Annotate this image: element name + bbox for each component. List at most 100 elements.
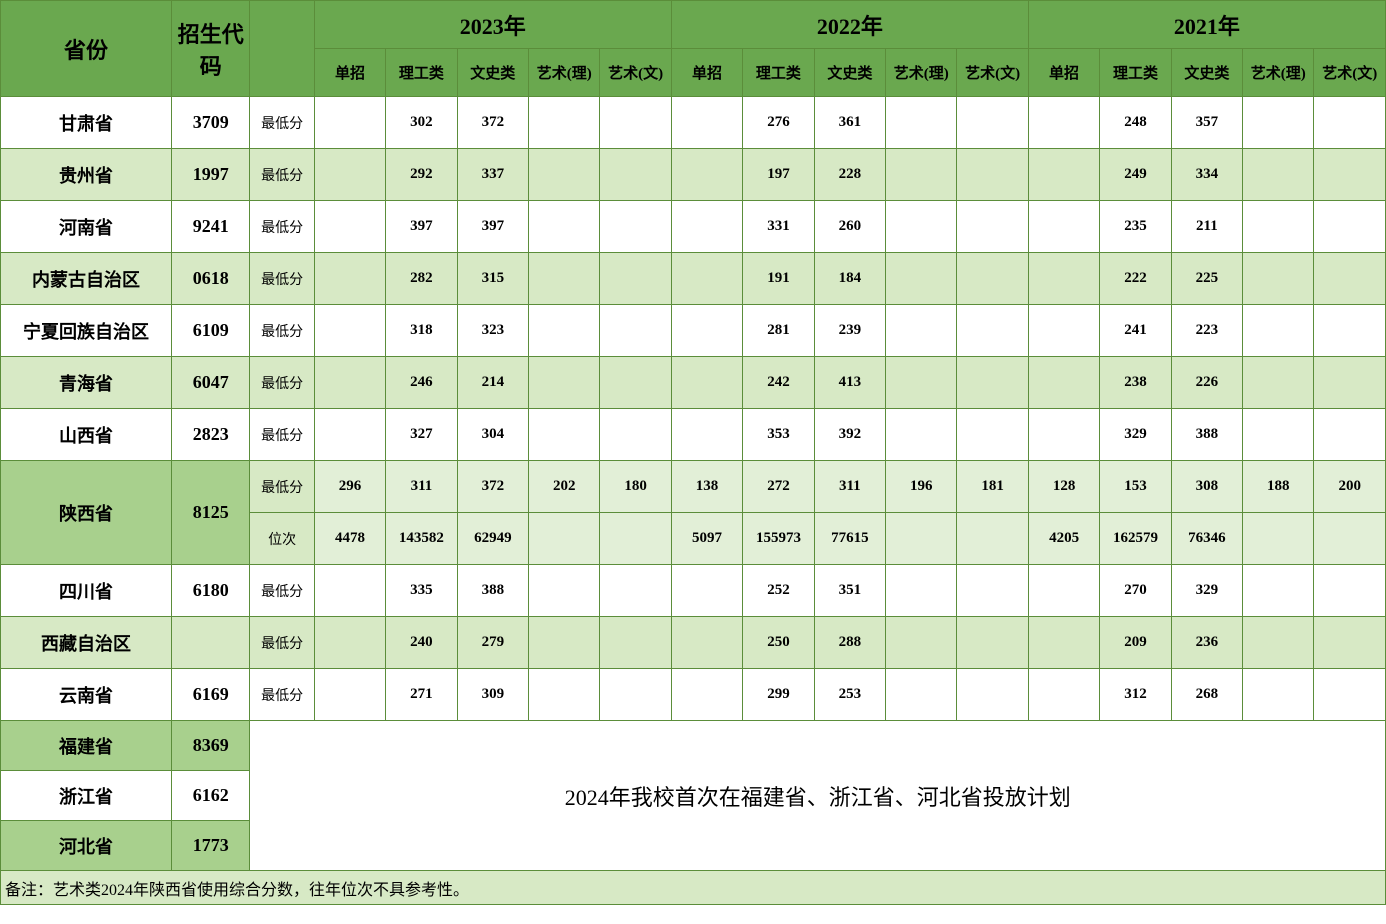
rank-cell: 155973 <box>743 513 814 565</box>
score-cell <box>600 305 671 357</box>
province-code: 6047 <box>171 357 249 409</box>
score-cell: 331 <box>743 201 814 253</box>
score-cell <box>886 409 957 461</box>
metric-label: 最低分 <box>250 149 314 201</box>
score-cell <box>529 409 600 461</box>
metric-label: 最低分 <box>250 669 314 721</box>
rank-cell <box>600 513 671 565</box>
score-cell <box>600 149 671 201</box>
score-cell: 240 <box>386 617 457 669</box>
score-cell <box>957 97 1028 149</box>
score-cell: 239 <box>814 305 885 357</box>
province-code: 1997 <box>171 149 249 201</box>
score-cell <box>671 409 742 461</box>
score-cell: 397 <box>457 201 528 253</box>
score-cell <box>886 97 957 149</box>
score-cell: 260 <box>814 201 885 253</box>
score-cell <box>957 253 1028 305</box>
score-cell <box>314 565 385 617</box>
score-cell: 372 <box>457 461 528 513</box>
score-cell <box>957 409 1028 461</box>
header-sub-1-0: 单招 <box>671 49 742 97</box>
score-cell <box>600 97 671 149</box>
metric-label: 最低分 <box>250 305 314 357</box>
score-cell: 196 <box>886 461 957 513</box>
score-cell <box>1028 617 1099 669</box>
score-cell <box>529 669 600 721</box>
score-cell <box>314 201 385 253</box>
score-cell <box>957 149 1028 201</box>
score-cell: 327 <box>386 409 457 461</box>
score-cell: 180 <box>600 461 671 513</box>
score-cell <box>1314 565 1386 617</box>
score-cell: 128 <box>1028 461 1099 513</box>
score-cell: 335 <box>386 565 457 617</box>
province-code: 0618 <box>171 253 249 305</box>
score-cell: 334 <box>1171 149 1242 201</box>
score-cell: 309 <box>457 669 528 721</box>
score-cell: 235 <box>1100 201 1171 253</box>
score-cell <box>1314 357 1386 409</box>
metric-label: 最低分 <box>250 201 314 253</box>
score-cell: 252 <box>743 565 814 617</box>
score-cell <box>886 305 957 357</box>
score-cell: 299 <box>743 669 814 721</box>
rank-cell <box>957 513 1028 565</box>
score-cell: 323 <box>457 305 528 357</box>
score-cell <box>957 305 1028 357</box>
score-cell <box>957 669 1028 721</box>
score-cell <box>1314 305 1386 357</box>
score-cell: 242 <box>743 357 814 409</box>
score-cell <box>600 617 671 669</box>
header-sub-1-3: 艺术(理) <box>886 49 957 97</box>
score-cell: 304 <box>457 409 528 461</box>
score-cell <box>314 409 385 461</box>
score-cell <box>1243 201 1314 253</box>
score-cell: 357 <box>1171 97 1242 149</box>
province-name: 甘肃省 <box>1 97 172 149</box>
score-cell <box>671 305 742 357</box>
province-code: 6169 <box>171 669 249 721</box>
score-cell <box>886 253 957 305</box>
header-sub-1-4: 艺术(文) <box>957 49 1028 97</box>
score-cell: 315 <box>457 253 528 305</box>
header-sub-0-3: 艺术(理) <box>529 49 600 97</box>
score-cell: 209 <box>1100 617 1171 669</box>
header-sub-2-3: 艺术(理) <box>1243 49 1314 97</box>
score-cell <box>671 357 742 409</box>
header-sub-0-1: 理工类 <box>386 49 457 97</box>
province-code <box>171 617 249 669</box>
rank-cell: 143582 <box>386 513 457 565</box>
score-cell: 329 <box>1100 409 1171 461</box>
score-cell <box>886 149 957 201</box>
score-cell: 397 <box>386 201 457 253</box>
score-cell: 271 <box>386 669 457 721</box>
new-province-note: 2024年我校首次在福建省、浙江省、河北省投放计划 <box>250 721 1386 871</box>
header-sub-0-4: 艺术(文) <box>600 49 671 97</box>
score-cell <box>529 253 600 305</box>
score-cell <box>671 617 742 669</box>
metric-label: 最低分 <box>250 253 314 305</box>
score-cell <box>1314 253 1386 305</box>
province-code: 9241 <box>171 201 249 253</box>
score-cell <box>314 97 385 149</box>
score-cell <box>671 253 742 305</box>
metric-label: 最低分 <box>250 617 314 669</box>
score-cell <box>600 357 671 409</box>
score-cell: 248 <box>1100 97 1171 149</box>
score-cell <box>1314 409 1386 461</box>
province-name: 四川省 <box>1 565 172 617</box>
score-cell <box>1314 97 1386 149</box>
score-cell: 138 <box>671 461 742 513</box>
header-code: 招生代码 <box>171 1 249 97</box>
score-cell: 372 <box>457 97 528 149</box>
score-cell <box>1314 201 1386 253</box>
rank-cell: 4205 <box>1028 513 1099 565</box>
score-cell: 241 <box>1100 305 1171 357</box>
score-cell <box>1243 565 1314 617</box>
province-name: 河北省 <box>1 821 172 871</box>
score-cell: 279 <box>457 617 528 669</box>
score-cell <box>600 409 671 461</box>
score-cell <box>1243 149 1314 201</box>
score-cell: 312 <box>1100 669 1171 721</box>
